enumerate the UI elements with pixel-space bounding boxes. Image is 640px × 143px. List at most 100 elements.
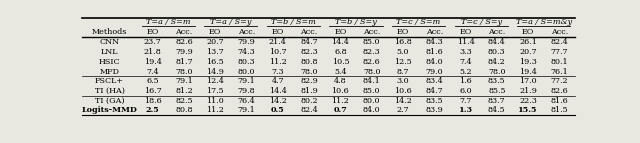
Text: 83.5: 83.5 [488, 77, 506, 85]
Text: 80.1: 80.1 [550, 58, 568, 66]
Text: Acc.: Acc. [300, 28, 317, 36]
Text: 7.4: 7.4 [460, 58, 472, 66]
Text: 5.4: 5.4 [334, 67, 347, 76]
Text: 79.8: 79.8 [237, 87, 255, 95]
Text: 79.9: 79.9 [237, 38, 255, 46]
Text: CNN: CNN [99, 38, 120, 46]
Text: 81.6: 81.6 [550, 97, 568, 105]
Text: 84.0: 84.0 [363, 106, 380, 114]
Text: 82.3: 82.3 [363, 48, 381, 56]
Text: 81.9: 81.9 [300, 87, 318, 95]
Text: Acc.: Acc. [488, 28, 506, 36]
Text: 11.2: 11.2 [206, 106, 224, 114]
Text: 1.6: 1.6 [459, 77, 472, 85]
Text: 83.9: 83.9 [426, 106, 443, 114]
Text: 78.0: 78.0 [363, 67, 380, 76]
Text: T=c / S=y: T=c / S=y [461, 18, 502, 26]
Text: 76.4: 76.4 [237, 97, 255, 105]
Text: HSIC: HSIC [99, 58, 120, 66]
Text: 2.5: 2.5 [146, 106, 159, 114]
Text: 84.7: 84.7 [426, 87, 443, 95]
Text: T=b / S=y: T=b / S=y [335, 18, 377, 26]
Text: 17.5: 17.5 [207, 87, 224, 95]
Text: 21.8: 21.8 [144, 48, 161, 56]
Text: 5.0: 5.0 [397, 48, 409, 56]
Text: 14.2: 14.2 [394, 97, 412, 105]
Text: 10.7: 10.7 [269, 48, 287, 56]
Text: 82.4: 82.4 [300, 106, 318, 114]
Text: EO: EO [334, 28, 347, 36]
Text: 81.6: 81.6 [426, 48, 443, 56]
Text: 20.7: 20.7 [207, 38, 224, 46]
Text: 12.4: 12.4 [206, 77, 224, 85]
Text: EO: EO [147, 28, 159, 36]
Text: 79.1: 79.1 [237, 77, 255, 85]
Text: 4.7: 4.7 [271, 77, 284, 85]
Text: 84.4: 84.4 [488, 38, 506, 46]
Text: 7.7: 7.7 [460, 97, 472, 105]
Text: EO: EO [397, 28, 409, 36]
Text: 6.0: 6.0 [460, 87, 472, 95]
Text: 0.7: 0.7 [333, 106, 348, 114]
Text: 7.4: 7.4 [147, 67, 159, 76]
Text: 4.8: 4.8 [334, 77, 347, 85]
Text: 20.7: 20.7 [519, 48, 537, 56]
Text: 1.3: 1.3 [458, 106, 472, 114]
Text: 84.0: 84.0 [426, 58, 443, 66]
Text: MFD: MFD [99, 67, 120, 76]
Text: 23.7: 23.7 [144, 38, 161, 46]
Text: Acc.: Acc. [238, 28, 255, 36]
Text: Logits-MMD: Logits-MMD [81, 106, 138, 114]
Text: 7.3: 7.3 [271, 67, 284, 76]
Text: 83.7: 83.7 [488, 97, 506, 105]
Text: 19.4: 19.4 [144, 58, 162, 66]
Text: 85.0: 85.0 [363, 87, 380, 95]
Text: 14.2: 14.2 [269, 97, 287, 105]
Text: 6.8: 6.8 [334, 48, 347, 56]
Text: TI (HA): TI (HA) [95, 87, 125, 95]
Text: Acc.: Acc. [426, 28, 443, 36]
Text: 12.5: 12.5 [394, 58, 412, 66]
Text: Acc.: Acc. [363, 28, 380, 36]
Text: 18.6: 18.6 [144, 97, 161, 105]
Text: 79.0: 79.0 [426, 67, 443, 76]
Text: 16.7: 16.7 [144, 87, 161, 95]
Text: 82.6: 82.6 [363, 58, 381, 66]
Text: T=a / S=m: T=a / S=m [146, 18, 191, 26]
Text: T=b / S=m: T=b / S=m [271, 18, 316, 26]
Text: EO: EO [460, 28, 472, 36]
Text: 85.5: 85.5 [488, 87, 506, 95]
Text: 84.7: 84.7 [300, 38, 318, 46]
Text: 21.4: 21.4 [269, 38, 287, 46]
Text: 82.9: 82.9 [300, 77, 318, 85]
Text: TI (GA): TI (GA) [95, 97, 124, 105]
Text: 82.6: 82.6 [550, 87, 568, 95]
Text: 13.7: 13.7 [206, 48, 224, 56]
Text: 26.1: 26.1 [519, 38, 537, 46]
Text: 81.7: 81.7 [175, 58, 193, 66]
Text: FSCL+: FSCL+ [95, 77, 124, 85]
Text: 14.4: 14.4 [332, 38, 349, 46]
Text: 78.0: 78.0 [175, 67, 193, 76]
Text: 77.2: 77.2 [550, 77, 568, 85]
Text: 19.4: 19.4 [519, 67, 537, 76]
Text: 81.5: 81.5 [550, 106, 568, 114]
Text: 16.8: 16.8 [394, 38, 412, 46]
Text: 79.9: 79.9 [175, 48, 193, 56]
Text: 2.7: 2.7 [397, 106, 409, 114]
Text: 78.0: 78.0 [488, 67, 506, 76]
Text: 77.7: 77.7 [550, 48, 568, 56]
Text: EO: EO [522, 28, 534, 36]
Text: 80.0: 80.0 [363, 97, 380, 105]
Text: 19.3: 19.3 [519, 58, 537, 66]
Text: 14.9: 14.9 [206, 67, 224, 76]
Text: 11.4: 11.4 [456, 38, 474, 46]
Text: 82.3: 82.3 [300, 48, 318, 56]
Text: 83.5: 83.5 [426, 97, 443, 105]
Text: 82.4: 82.4 [550, 38, 568, 46]
Text: 14.4: 14.4 [269, 87, 287, 95]
Text: Methods: Methods [92, 28, 127, 36]
Text: 11.0: 11.0 [206, 97, 224, 105]
Text: 80.0: 80.0 [238, 67, 255, 76]
Text: 6.5: 6.5 [147, 77, 159, 85]
